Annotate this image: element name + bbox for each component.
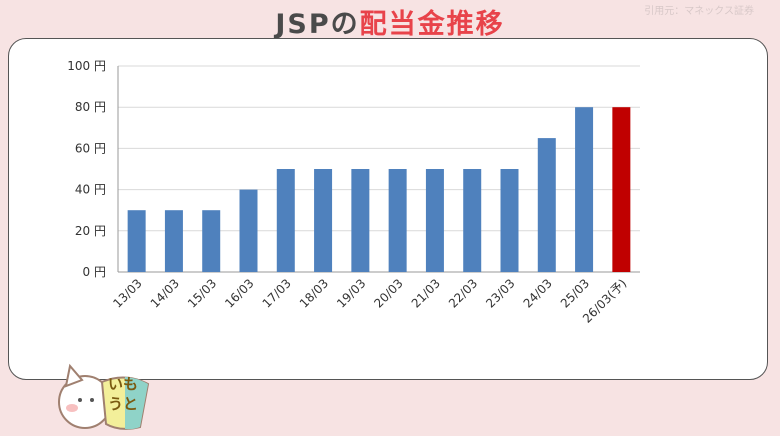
- bar: [537, 138, 556, 272]
- y-tick-label: 0 円: [83, 265, 106, 279]
- bar: [239, 189, 258, 272]
- x-tick-label: 17/03: [260, 276, 294, 310]
- x-tick-label: 21/03: [409, 276, 443, 310]
- x-tick-label: 24/03: [521, 276, 555, 310]
- chart-card: [8, 38, 768, 380]
- x-tick-label: 15/03: [185, 276, 219, 310]
- bar: [612, 107, 631, 272]
- x-tick-label: 18/03: [297, 276, 331, 310]
- y-tick-label: 40 円: [75, 183, 106, 197]
- title-highlight: 配当金推移: [359, 9, 505, 40]
- bar: [388, 169, 407, 272]
- bar: [463, 169, 482, 272]
- x-tick-label: 19/03: [334, 276, 368, 310]
- bar: [314, 169, 333, 272]
- bar: [202, 210, 221, 272]
- x-tick-label: 20/03: [371, 276, 405, 310]
- bar: [276, 169, 295, 272]
- bar: [575, 107, 594, 272]
- y-tick-label: 20 円: [75, 224, 106, 238]
- bar: [351, 169, 370, 272]
- bar: [425, 169, 444, 272]
- x-tick-label: 23/03: [483, 276, 517, 310]
- bar: [127, 210, 146, 272]
- page-title: JSPの配当金推移: [0, 2, 780, 41]
- source-note: 引用元：マネックス証券: [644, 6, 754, 17]
- y-tick-label: 80 円: [75, 100, 106, 114]
- x-tick-label: 13/03: [110, 276, 144, 310]
- y-tick-label: 60 円: [75, 141, 106, 155]
- x-tick-label: 14/03: [148, 276, 182, 310]
- x-tick-label: 22/03: [446, 276, 480, 310]
- mascot-cat-icon: いもうと: [30, 352, 160, 436]
- bar: [500, 169, 519, 272]
- y-tick-label: 100 円: [67, 59, 106, 73]
- title-prefix: JSPの: [275, 9, 360, 40]
- bar: [164, 210, 183, 272]
- x-tick-label: 16/03: [222, 276, 256, 310]
- mascot-badge-text: いもうと: [108, 375, 139, 413]
- x-tick-label: 25/03: [558, 276, 592, 310]
